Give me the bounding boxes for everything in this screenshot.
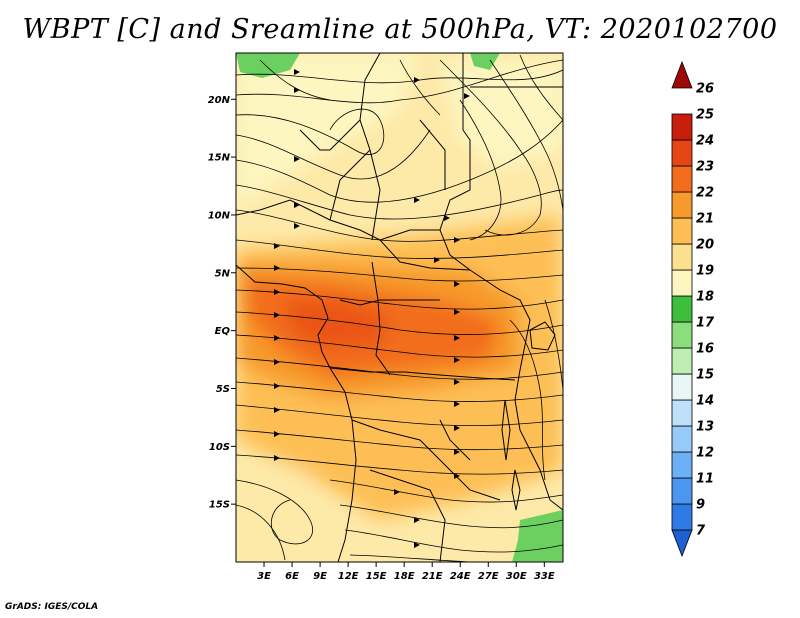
colorbar-label: 20 [696,238,714,253]
colorbar-segment [671,425,693,453]
wbpt-field-20-southwest [236,470,340,562]
colorbar-label: 15 [696,368,714,383]
wbpt-field-24 [285,300,390,348]
colorbar-segment [671,139,693,167]
lakes [501,321,556,511]
map-plot-area [236,53,563,562]
x-tick-label: 33E [534,571,555,582]
colorbar-segment [671,347,693,375]
colorbar-label: 26 [696,82,714,97]
colorbar-label: 11 [696,472,714,487]
colorbar-segment [671,243,693,271]
x-tick-label: 27E [478,571,499,582]
y-tick-label: 15S [209,500,230,511]
x-tick-label: 24E [450,571,471,582]
y-tick-label: EQ [215,326,231,337]
colorbar-segment [671,113,693,141]
colorbar-label: 25 [696,108,714,123]
wbpt-field-18-nw [236,53,300,78]
colorbar-label: 19 [696,264,714,279]
colorbar-segment [671,477,693,505]
map-frame [235,52,564,563]
streamlines [236,54,563,562]
x-tick-label: 21E [422,571,443,582]
colorbar-label: 12 [696,446,714,461]
x-tick-label: 3E [257,571,271,582]
x-tick-label: 30E [506,571,527,582]
colorbar-segment [671,191,693,219]
colorbar-label: 14 [696,394,714,409]
x-tick-label: 6E [285,571,299,582]
colorbar-arrow-high [671,60,693,89]
y-tick-label: 10S [209,442,230,453]
colorbar-label: 23 [696,160,714,175]
colorbar-label: 7 [696,524,706,539]
colorbar-segment [671,321,693,349]
y-axis-ticks: 20N 15N 10N 5N EQ 5S 10S 15S [208,95,236,511]
colorbar-segment [671,503,693,531]
colorbar-segment [671,399,693,427]
colorbar-label: 21 [696,212,714,227]
colorbar-segment [671,165,693,193]
colorbar-label: 17 [696,316,715,331]
colorbar-arrow-low [671,529,693,558]
x-tick-label: 15E [366,571,387,582]
colorbar-label: 16 [696,342,714,357]
colorbar-segment [671,217,693,245]
colorbar-segment [671,295,693,323]
wbpt-field-18-n [470,53,500,70]
colorbar: 7 9 11 12 13 14 15 16 17 18 19 20 21 22 23 24 25 26 [671,60,715,558]
y-tick-label: 10N [208,210,231,221]
y-tick-label: 15N [208,153,231,164]
colorbar-segment [671,451,693,479]
grads-credit: GrADS: IGES/COLA [5,602,99,612]
colorbar-segment [671,373,693,401]
y-tick-label: 5N [215,268,231,279]
colorbar-label: 18 [696,290,714,305]
y-tick-label: 20N [208,95,231,106]
colorbar-segment [671,269,693,297]
y-tick-label: 5S [216,384,230,395]
colorbar-label: 24 [696,134,714,149]
colorbar-label: 13 [696,420,714,435]
colorbar-label: 22 [696,186,714,201]
chart-title: WBPT [C] and Sreamline at 500hPa, VT: 20… [22,14,778,45]
x-axis-ticks: 3E 6E 9E 12E 15E 18E 21E 24E 27E 30E 33E [257,562,555,582]
x-tick-label: 18E [394,571,415,582]
x-tick-label: 12E [338,571,359,582]
x-tick-label: 9E [313,571,327,582]
colorbar-label: 9 [696,498,705,513]
political-boundaries [236,53,563,562]
streamline-arrows [274,69,470,548]
